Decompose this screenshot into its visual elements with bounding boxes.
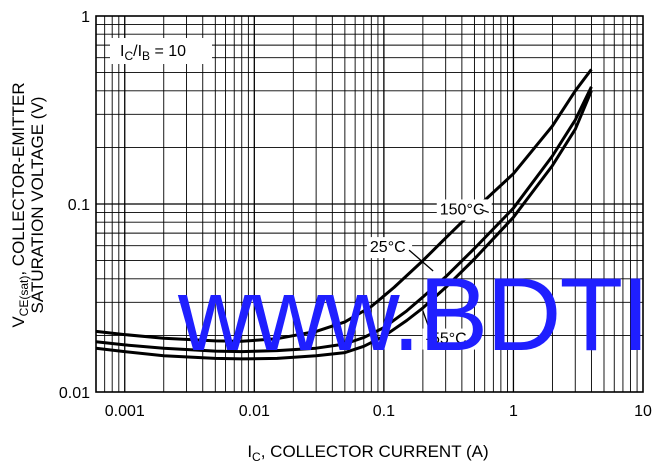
curve-25c <box>95 86 593 354</box>
curve-labels: 150°C 25°C -55°C <box>366 199 492 350</box>
y-axis-label-rest: , COLLECTOR-EMITTER <box>9 82 28 275</box>
y-tick-label: 1 <box>81 9 90 26</box>
x-axis-label-rest: , COLLECTOR CURRENT (A) <box>261 442 489 461</box>
curve-label-leader <box>408 249 434 272</box>
curve-label-25c: 25°C <box>370 239 406 256</box>
condition-label: IC/IB = 10 <box>110 38 212 64</box>
curve-label-bg <box>436 199 492 221</box>
y-axis-label-line2: SATURATION VOLTAGE (V) <box>28 97 47 314</box>
y-axis-label-line1: VCE(sat), COLLECTOR-EMITTER <box>9 82 31 327</box>
x-axis-label-sub: C <box>252 450 261 464</box>
x-tick-label: 1 <box>509 403 518 420</box>
x-axis-label-main: I <box>247 442 252 461</box>
svg-text:IC/IB = 10: IC/IB = 10 <box>120 43 186 63</box>
x-tick-label: 0.1 <box>373 403 395 420</box>
x-tick-label: 0.001 <box>105 403 145 420</box>
curve-label-bg <box>366 237 413 259</box>
y-axis-label-sub: CE(sat) <box>17 276 31 317</box>
watermark-text: www.BDTI <box>177 257 648 373</box>
tick-labels: 0.001 0.01 0.1 1 10 0.01 0.1 1 <box>59 9 652 420</box>
y-axis-label-main: V <box>9 316 28 328</box>
x-axis-label: IC, COLLECTOR CURRENT (A) <box>247 442 488 464</box>
curve-label-leader <box>479 208 489 214</box>
x-tick-label: 0.01 <box>239 403 270 420</box>
condition-label-main: I <box>120 43 124 60</box>
grid-lines <box>95 16 643 392</box>
curve-minus55c <box>95 90 593 361</box>
condition-label-rest: = 10 <box>150 43 186 60</box>
curve-label-leader <box>422 310 431 330</box>
curves <box>95 68 593 361</box>
curve-150c <box>95 68 593 343</box>
y-tick-label: 0.01 <box>59 385 90 402</box>
curve-label-minus55c: -55°C <box>426 331 467 348</box>
condition-label-mid: /I <box>133 43 142 60</box>
y-axis-label: VCE(sat), COLLECTOR-EMITTER SATURATION V… <box>9 82 47 327</box>
condition-label-sub1: C <box>124 49 133 63</box>
condition-label-sub2: B <box>142 49 150 63</box>
curve-label-bg <box>422 328 478 350</box>
plot-frame <box>95 15 644 393</box>
x-tick-label: 10 <box>634 403 652 420</box>
y-tick-label: 0.1 <box>68 197 90 214</box>
curve-label-150c: 150°C <box>440 201 485 218</box>
